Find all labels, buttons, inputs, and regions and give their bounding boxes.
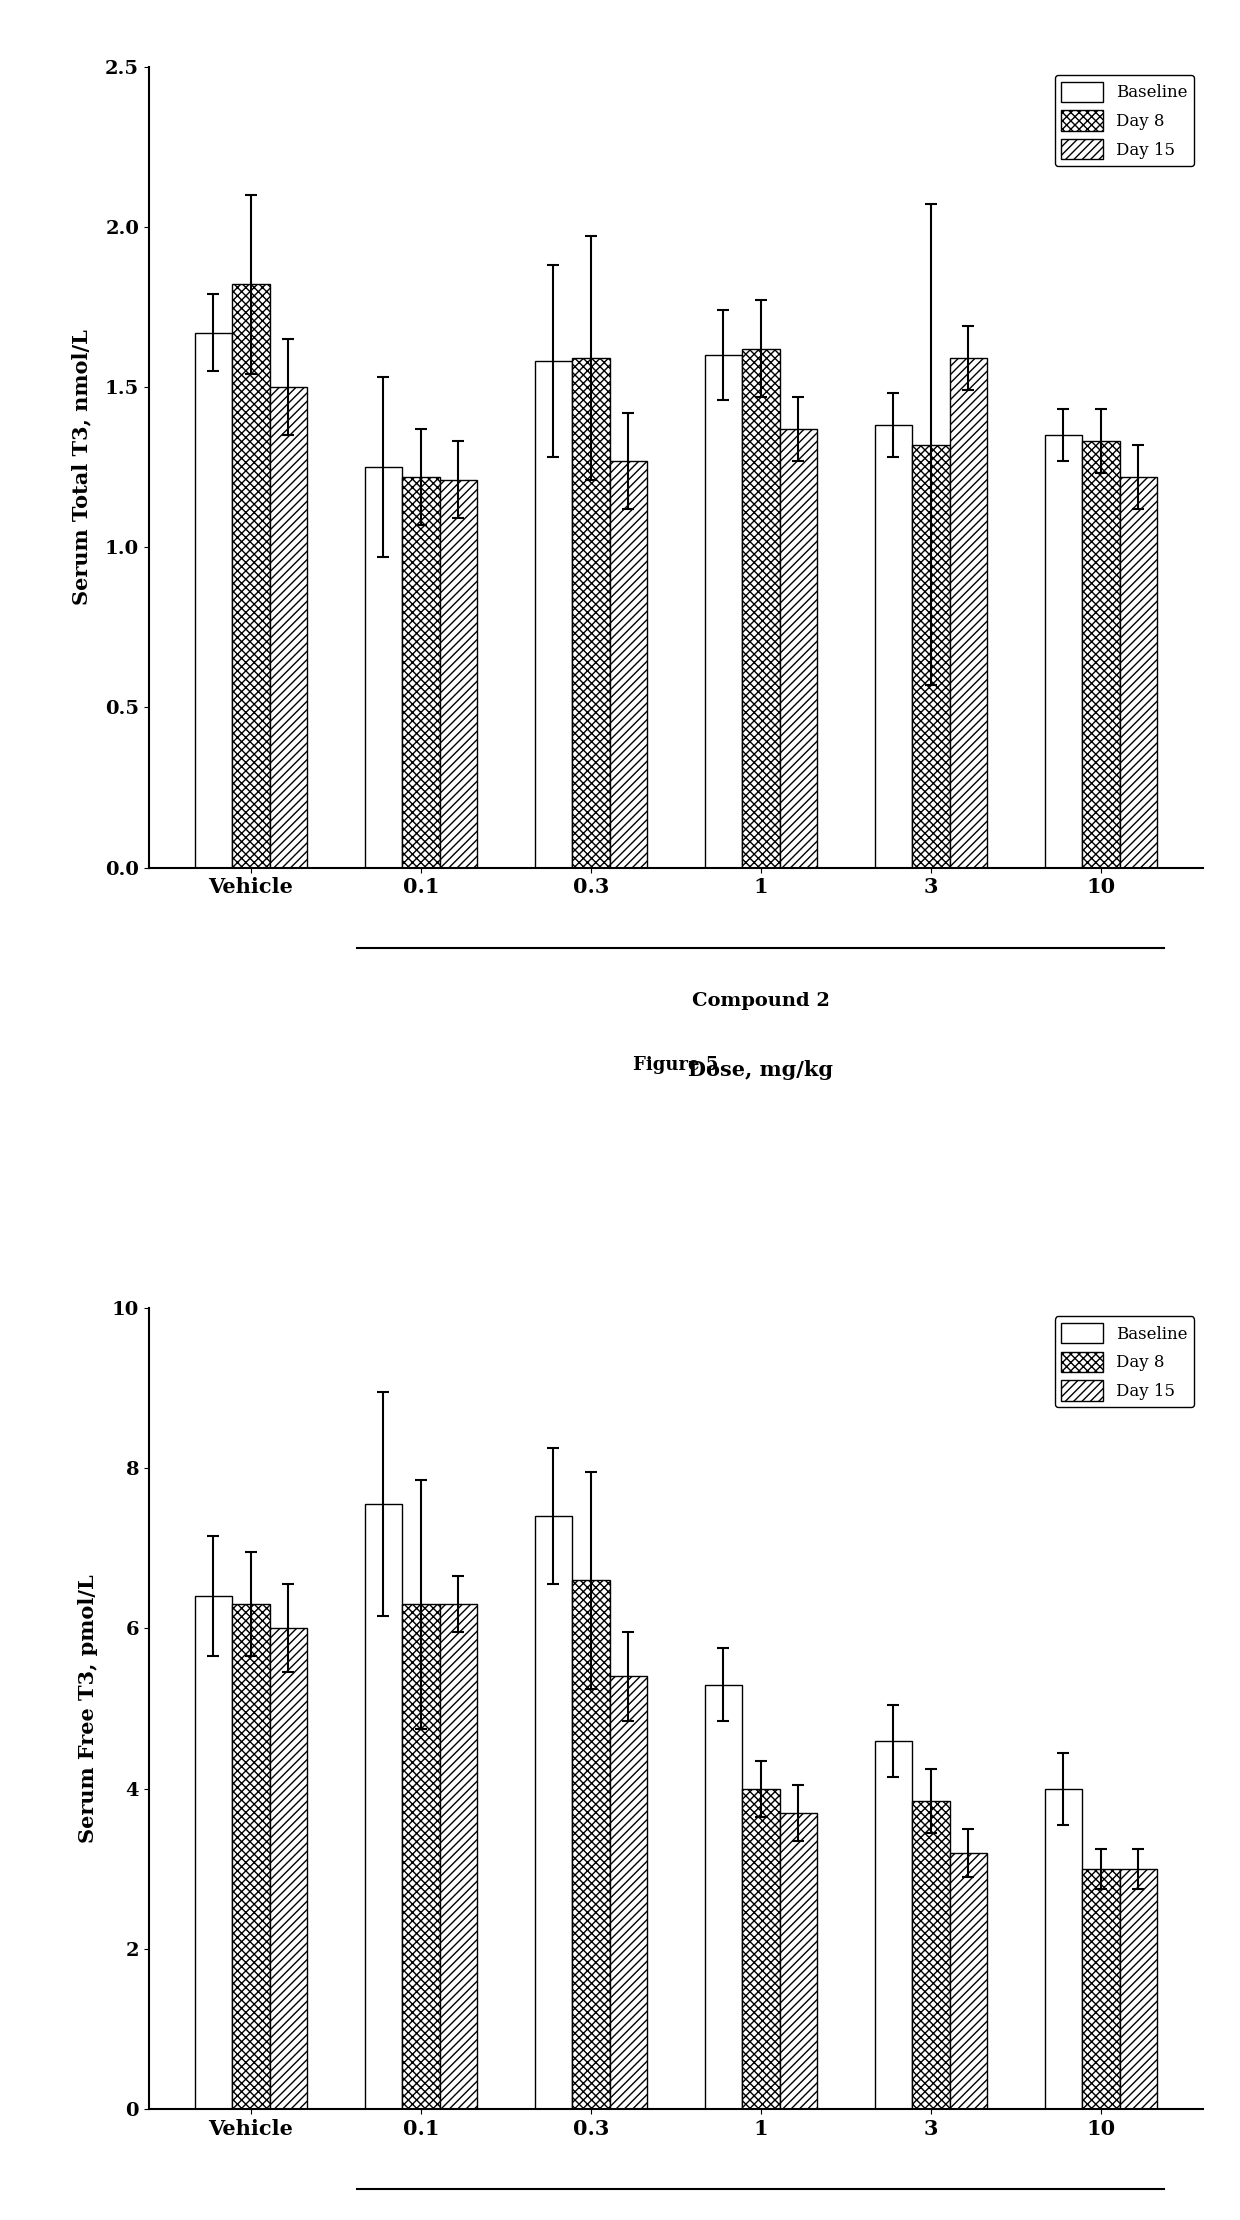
Legend: Baseline, Day 8, Day 15: Baseline, Day 8, Day 15 (1055, 1316, 1194, 1407)
Bar (365, 1505, 402, 2109)
Bar (780, 1814, 817, 2109)
Bar (1083, 442, 1120, 868)
Bar (610, 1676, 647, 2109)
Bar (572, 357, 610, 868)
Bar (232, 1605, 269, 2109)
Bar (1120, 477, 1157, 868)
Bar (365, 466, 402, 868)
Bar (534, 362, 572, 868)
Bar (950, 1854, 987, 2109)
Text: Figure 5: Figure 5 (634, 1057, 718, 1074)
Bar (704, 1685, 742, 2109)
Bar (439, 1605, 477, 2109)
Bar (439, 480, 477, 868)
Bar (610, 462, 647, 868)
Bar (402, 477, 439, 868)
Bar (1120, 1869, 1157, 2109)
Bar (780, 428, 817, 868)
Text: Dose, mg/kg: Dose, mg/kg (688, 1059, 833, 1079)
Text: Compound 2: Compound 2 (692, 992, 830, 1010)
Y-axis label: Serum Free T3, pmol/L: Serum Free T3, pmol/L (78, 1574, 98, 1843)
Bar (1044, 1789, 1083, 2109)
Bar (742, 1789, 780, 2109)
Y-axis label: Serum Total T3, nmol/L: Serum Total T3, nmol/L (71, 329, 91, 606)
Legend: Baseline, Day 8, Day 15: Baseline, Day 8, Day 15 (1055, 75, 1194, 166)
Bar (1083, 1869, 1120, 2109)
Bar (704, 355, 742, 868)
Bar (874, 1740, 913, 2109)
Bar (742, 349, 780, 868)
Bar (269, 1629, 308, 2109)
Bar (195, 333, 232, 868)
Bar (874, 426, 913, 868)
Bar (402, 1605, 439, 2109)
Bar (950, 357, 987, 868)
Bar (232, 284, 269, 868)
Bar (269, 386, 308, 868)
Bar (195, 1596, 232, 2109)
Bar (572, 1581, 610, 2109)
Bar (913, 1800, 950, 2109)
Bar (913, 444, 950, 868)
Bar (1044, 435, 1083, 868)
Bar (534, 1516, 572, 2109)
